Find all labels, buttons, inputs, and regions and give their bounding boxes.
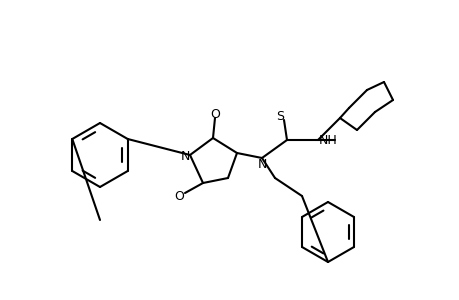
Text: O: O	[174, 190, 184, 203]
Text: NH: NH	[318, 134, 336, 146]
Text: S: S	[275, 110, 283, 122]
Text: N: N	[180, 149, 189, 163]
Text: O: O	[210, 107, 219, 121]
Text: N: N	[257, 158, 266, 172]
